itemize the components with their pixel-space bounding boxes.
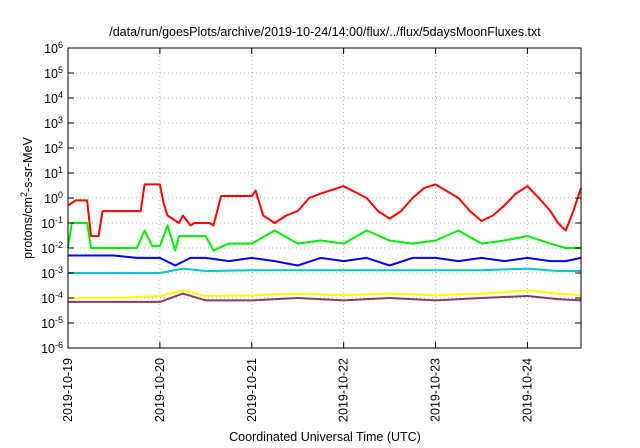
x-tick-label: 2019-10-23	[429, 358, 443, 422]
y-tick-label: 10-1	[41, 215, 63, 231]
y-tick-label: 10-2	[41, 240, 63, 256]
x-axis-label: Coordinated Universal Time (UTC)	[229, 430, 421, 444]
y-tick-label-exp: -1	[55, 215, 63, 225]
x-tick-label: 2019-10-24	[520, 358, 534, 422]
series-line-4	[68, 289, 582, 299]
series-line-5	[68, 292, 582, 303]
y-tick-label-exp: -3	[55, 265, 63, 275]
x-tick-label: 2019-10-19	[61, 358, 75, 422]
series-line-3	[68, 267, 581, 274]
y-tick-label: 101	[44, 165, 63, 181]
y-tick-label-exp: -4	[55, 290, 63, 300]
y-tick-label-exp: 5	[58, 65, 63, 75]
y-tick-label-base: 10	[44, 167, 58, 181]
series-lines	[67, 183, 582, 303]
y-tick-label: 10-4	[41, 290, 63, 306]
y-tick-label: 104	[44, 90, 63, 106]
x-axis-ticks: 2019-10-19 2019-10-20 2019-10-21 2019-10-22…	[61, 48, 534, 422]
y-tick-label: 10-3	[41, 265, 63, 281]
y-tick-label-exp: 6	[58, 40, 63, 50]
y-tick-label-exp: -6	[55, 340, 63, 350]
y-axis-label-base: protons/cm	[21, 197, 35, 259]
y-axis-label: protons/cm2-s-sr-MeV	[19, 136, 35, 258]
y-tick-label-exp: 4	[58, 90, 63, 100]
y-tick-label: 105	[44, 65, 63, 81]
y-tick-label-base: 10	[44, 67, 58, 81]
y-tick-label-base: 10	[44, 117, 58, 131]
y-tick-label-base: 10	[44, 142, 58, 156]
y-tick-label: 100	[44, 190, 63, 206]
y-tick-label-base: 10	[41, 267, 55, 281]
y-tick-label: 103	[44, 115, 63, 131]
y-tick-label-base: 10	[41, 317, 55, 331]
y-tick-label: 10-6	[41, 340, 63, 356]
y-tick-label: 106	[44, 40, 63, 56]
series-line-1	[67, 222, 581, 252]
y-axis-ticks: 10-610-510-410-310-210-11001011021031041…	[41, 40, 581, 356]
grid	[67, 48, 581, 348]
x-tick-label: 2019-10-20	[153, 358, 167, 422]
y-tick-label-base: 10	[41, 292, 55, 306]
y-tick-label-base: 10	[44, 92, 58, 106]
y-axis-label-rest: -s-sr-MeV	[21, 136, 35, 192]
y-tick-label: 102	[44, 140, 63, 156]
y-tick-label-exp: -2	[55, 240, 63, 250]
y-tick-label-base: 10	[41, 217, 55, 231]
x-tick-label: 2019-10-22	[337, 358, 351, 422]
y-tick-label-exp: 0	[58, 190, 63, 200]
y-tick-label-base: 10	[44, 192, 58, 206]
chart-title: /data/run/goesPlots/archive/2019-10-24/1…	[109, 25, 541, 39]
y-axis-label-sup: 2	[19, 192, 29, 197]
series-line-2	[68, 254, 582, 267]
series-line-0	[67, 183, 582, 238]
y-tick-label-exp: 1	[58, 165, 63, 175]
x-tick-label: 2019-10-21	[245, 358, 259, 422]
y-tick-label-base: 10	[41, 242, 55, 256]
y-tick-label-base: 10	[44, 42, 58, 56]
y-tick-label-exp: 2	[58, 140, 63, 150]
y-tick-label: 10-5	[41, 315, 63, 331]
y-tick-label-exp: 3	[58, 115, 63, 125]
y-tick-label-base: 10	[41, 342, 55, 356]
y-tick-label-exp: -5	[55, 315, 63, 325]
